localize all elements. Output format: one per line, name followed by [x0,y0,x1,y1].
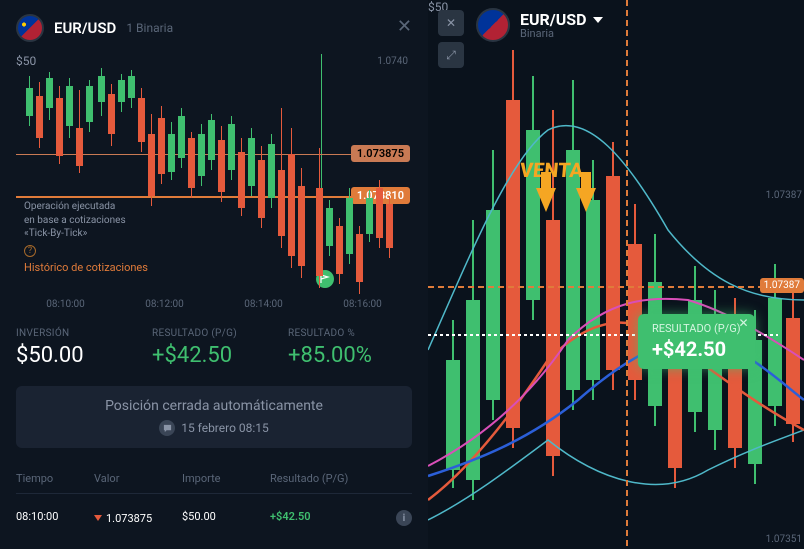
pair-name: EUR/USD [54,19,116,37]
instrument-type: 1 Binaria [126,21,173,35]
execution-note: Operación ejecutada en base a cotizacion… [24,200,148,276]
y-axis-label: 1.07387 [766,190,802,201]
stat-label: INVERSIÓN [16,328,140,339]
close-icon[interactable]: ✕ [738,316,748,330]
price-tag: 1.07387 [760,278,804,293]
cell-valor: 1.073875 [94,510,174,526]
closed-title: Posición cerrada automáticamente [28,398,400,414]
exec-line: Operación ejecutada [24,200,148,214]
chevron-down-icon [593,17,603,23]
entry-price-tag: 1.073875 [351,145,410,162]
history-link[interactable]: Histórico de cotizaciones [24,261,148,276]
cell-resultado: +$42.50 [270,510,384,526]
cell-importe: $50.00 [182,510,262,526]
exec-line: en base a cotizaciones [24,214,148,228]
th-resultado: Resultado (P/G) [270,472,412,485]
y-axis-label: 1.0740 [377,56,408,67]
result-label: RESULTADO (P/G) [652,322,741,335]
chat-icon [159,420,175,436]
position-marker: $50 [16,54,412,68]
main-chart-panel: ✕ ⤢ EUR/USD Binaria 1.07387 1.07387 1.07… [428,0,804,549]
mini-chart: 1.0740 1.073875 1.073810 $50 Operación e… [16,54,412,314]
trade-table: Tiempo Valor Importe Resultado (P/G) 08:… [16,464,412,534]
result-value: +$42.50 [152,343,276,368]
y-axis-label: 1.07351 [766,534,802,545]
down-arrow-icon [94,515,102,521]
table-row: 08:10:00 1.073875 $50.00 +$42.50 i [16,494,412,534]
th-importe: Importe [182,472,262,485]
x-tick: 08:16:00 [343,299,382,310]
expiry-vline [626,0,628,549]
main-candlestick-chart[interactable]: 1.07387 1.07387 1.07351 VENTA $50 ✕ RESU… [428,0,804,549]
investment-value: $50.00 [16,343,140,368]
x-axis-labels: 08:10:00 08:12:00 08:14:00 08:16:00 [16,299,412,310]
chart-header: EUR/USD Binaria [476,8,603,42]
collapse-button[interactable]: ✕ [438,10,464,36]
cell-tiempo: 08:10:00 [16,510,86,526]
chart-toolbar: ✕ ⤢ [438,10,464,68]
help-icon[interactable]: ? [24,245,36,257]
eurusd-flag-icon [476,8,510,42]
trade-details-panel: EUR/USD 1 Binaria ✕ 1.0740 1.073875 1.07… [0,0,428,549]
x-tick: 08:14:00 [244,299,283,310]
x-tick: 08:12:00 [145,299,184,310]
exec-line: «Tick-By-Tick» [24,227,148,241]
result-tooltip: ✕ RESULTADO (P/G) +$42.50 [638,314,755,369]
info-icon[interactable]: i [396,510,412,526]
stat-label: RESULTADO (P/G) [152,328,276,339]
result-pct-value: +85.00% [288,343,412,368]
sell-annotation: VENTA [519,158,584,182]
close-icon[interactable]: ✕ [397,16,412,37]
result-value: +$42.50 [652,337,741,361]
sell-arrow-icon [576,188,596,212]
th-valor: Valor [94,472,174,485]
th-tiempo: Tiempo [16,472,86,485]
stat-label: RESULTADO % [288,328,412,339]
closed-banner: Posición cerrada automáticamente 15 febr… [16,386,412,448]
entry-hline [428,286,778,288]
panel-header: EUR/USD 1 Binaria ✕ [16,14,412,42]
x-tick: 08:10:00 [46,299,85,310]
stats-row: INVERSIÓN $50.00 RESULTADO (P/G) +$42.50… [16,328,412,368]
eurusd-flag-icon [16,14,44,42]
sell-arrow-icon [536,188,556,212]
fullscreen-button[interactable]: ⤢ [438,42,464,68]
closed-time: 15 febrero 08:15 [181,421,269,435]
